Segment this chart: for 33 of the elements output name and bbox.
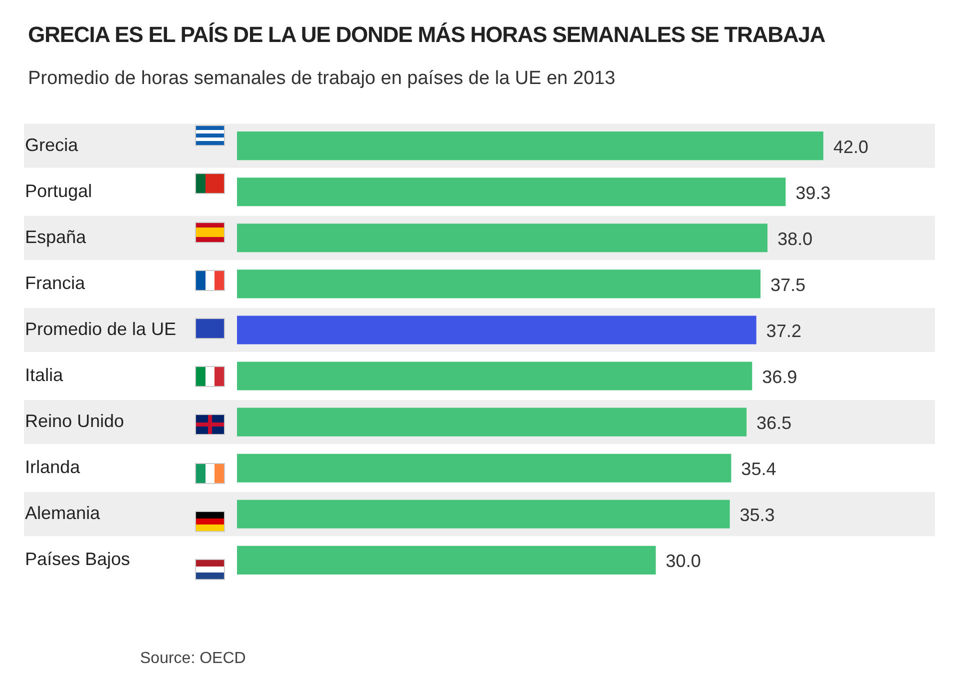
bar [237, 500, 730, 528]
data-label: 35.3 [740, 505, 775, 526]
data-label: 37.5 [770, 274, 806, 295]
data-label: 30.0 [666, 551, 701, 572]
y-tick-label: Portugal [25, 180, 92, 201]
y-tick-label: Países Bajos [25, 549, 130, 570]
bar [237, 546, 656, 574]
data-label: 36.9 [762, 366, 798, 387]
bar [237, 132, 824, 160]
y-tick-label: España [25, 226, 88, 247]
y-tick-label: Grecia [25, 134, 80, 155]
y-tick-label: Promedio de la UE [25, 318, 176, 339]
bar [237, 408, 747, 436]
bar [237, 178, 786, 206]
data-label: 37.2 [766, 320, 802, 341]
source-note: Source: OECD [140, 650, 246, 668]
bar [237, 270, 760, 298]
data-label: 42.0 [833, 136, 868, 157]
data-label: 35.4 [741, 459, 776, 480]
y-tick-label: Francia [25, 272, 86, 293]
data-label: 38.0 [777, 228, 813, 249]
y-tick-label: Reino Unido [25, 411, 124, 432]
bar [237, 454, 732, 482]
data-label: 36.5 [756, 413, 792, 434]
y-tick-label: Alemania [25, 503, 102, 524]
y-tick-label: Irlanda [25, 457, 82, 478]
chart-subtitle: Promedio de horas semanales de trabajo en países de la UE en 2013 [28, 68, 616, 90]
bar [237, 224, 768, 252]
bar [237, 362, 752, 390]
data-label: 39.3 [796, 182, 831, 203]
bar [237, 316, 756, 344]
y-tick-label: Italia [25, 364, 64, 385]
chart-title: GRECIA ES EL PAÍS DE LA UE DONDE MÁS HORAS SEMANALES SE TRABAJA [28, 22, 826, 48]
